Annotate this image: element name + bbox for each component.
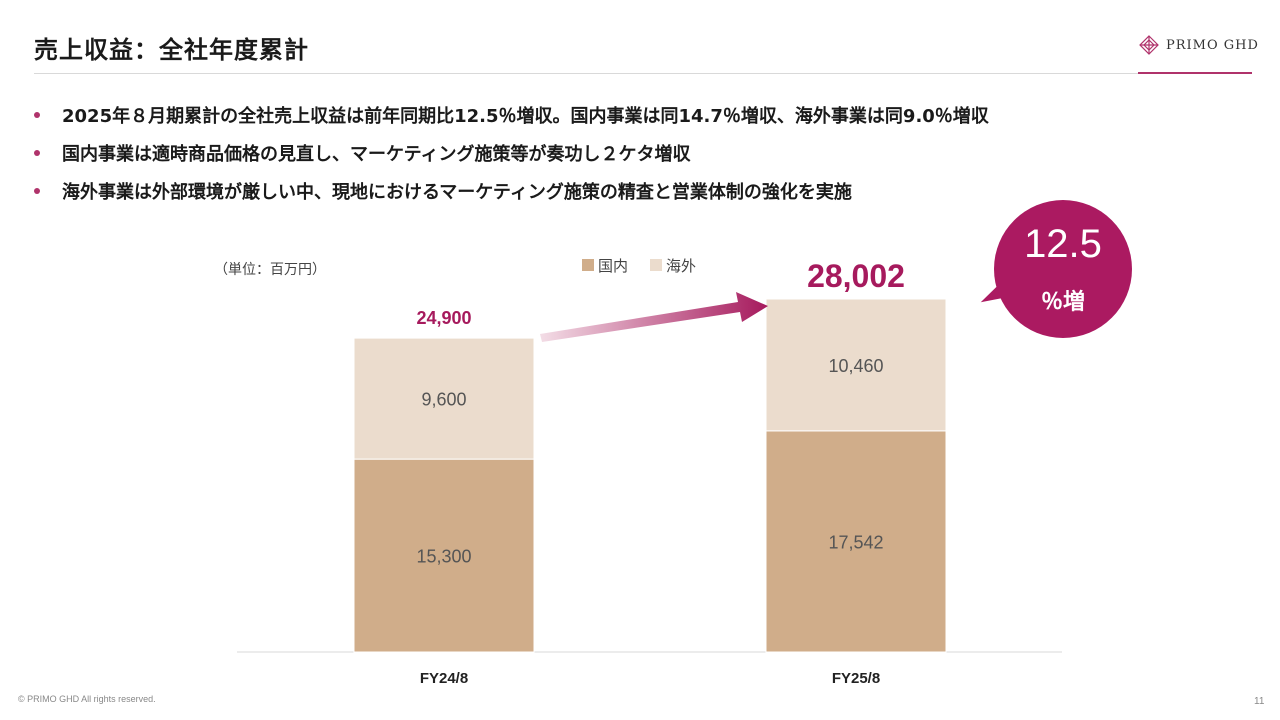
bullet-text: 国内事業は適時商品価格の見直し、マーケティング施策等が奏功し２ケタ増収 [62, 144, 691, 165]
bullet-dot [34, 188, 40, 194]
x-tick-label: FY25/8 [832, 670, 880, 687]
total-label: 28,002 [807, 258, 905, 294]
legend-label-domestic: 国内 [598, 257, 628, 275]
data-label-overseas: 10,460 [828, 356, 883, 376]
bullet-dot [34, 150, 40, 156]
logo-underline [1138, 72, 1252, 74]
bar-overseas-FY25-8 [765, 298, 947, 432]
bullet-dot [34, 112, 40, 118]
copyright: © PRIMO GHD All rights reserved. [18, 694, 156, 704]
page-title: 売上収益：全社年度累計 [34, 36, 309, 64]
unit-label: （単位：百万円） [214, 262, 326, 278]
bullet-text: 海外事業は外部環境が厳しい中、現地におけるマーケティング施策の精査と営業体制の強… [62, 182, 852, 203]
growth-badge: 12.5 ％増 [994, 200, 1132, 338]
legend-label-overseas: 海外 [666, 257, 696, 275]
legend-swatch-domestic [582, 259, 594, 271]
data-label-domestic: 15,300 [416, 547, 471, 567]
logo-mark-icon [1139, 35, 1159, 55]
bullet-item: 2025年８月期累計の全社売上収益は前年同期比12.5％増収。国内事業は同14.… [34, 96, 989, 134]
company-logo: PRIMO GHD [1138, 34, 1259, 56]
bullet-item: 国内事業は適時商品価格の見直し、マーケティング施策等が奏功し２ケタ増収 [34, 134, 989, 172]
data-label-overseas: 9,600 [421, 390, 466, 410]
title-divider [34, 73, 1252, 74]
bar-domestic-FY24-8 [353, 458, 535, 653]
data-label-domestic: 17,542 [828, 532, 883, 552]
growth-value: 12.5 [1024, 222, 1102, 266]
legend-swatch-overseas [650, 259, 662, 271]
page-number: 11 [1254, 696, 1265, 707]
bullet-text: 2025年８月期累計の全社売上収益は前年同期比12.5％増収。国内事業は同14.… [62, 106, 989, 127]
growth-arrow [540, 292, 768, 342]
bar-overseas-FY24-8 [353, 337, 535, 460]
total-label: 24,900 [416, 308, 471, 328]
bullet-item: 海外事業は外部環境が厳しい中、現地におけるマーケティング施策の精査と営業体制の強… [34, 172, 989, 210]
bullet-list: 2025年８月期累計の全社売上収益は前年同期比12.5％増収。国内事業は同14.… [34, 96, 989, 210]
logo-text: PRIMO GHD [1166, 37, 1259, 53]
x-tick-label: FY24/8 [420, 670, 468, 687]
growth-unit: ％増 [1040, 290, 1085, 315]
